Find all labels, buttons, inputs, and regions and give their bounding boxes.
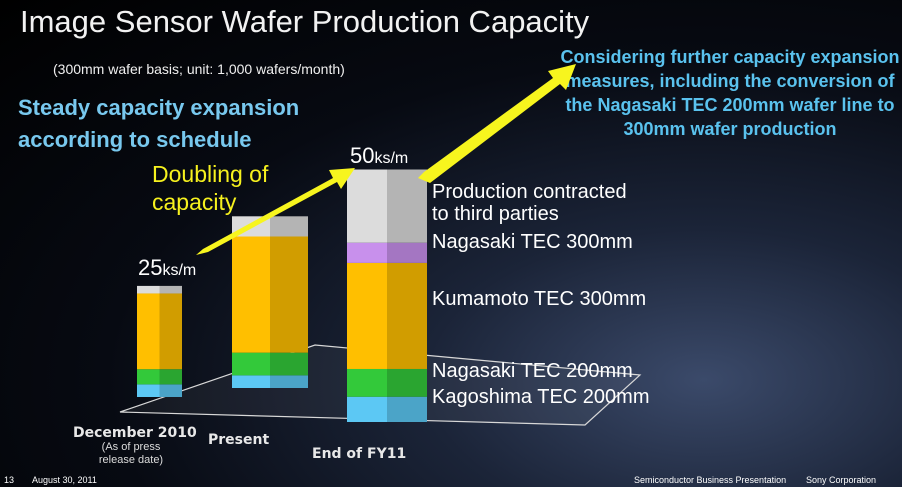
bar-segment-fy11-s0-side [387,396,427,422]
bar-segment-fy11-s3-side [387,242,427,263]
further-expansion-callout: Considering further capacity expansion m… [560,47,900,139]
legend-kagoshima-200mm: Kagoshima TEC 200mm [432,386,650,408]
page-title: Image Sensor Wafer Production Capacity [20,4,590,39]
bar-segment-present-s1-side [270,352,308,376]
bar-segment-fy11-s2-side [387,262,427,369]
doubling-callout: Doubling of capacity [152,161,269,215]
legend-contracted: Production contracted to third parties [432,181,627,225]
category-label-dec2010: December 2010 [73,425,197,441]
footer-presentation: Semiconductor Business Presentation [634,475,787,485]
bar-segment-fy11-s4-front [347,169,387,243]
bar-segment-present-s1-front [232,352,270,376]
bar-total-label-dec2010: 25ks/m [138,255,197,280]
slide-footer: 13 August 30, 2011 Semiconductor Busines… [0,472,902,487]
bar-segment-fy11-s2-front [347,262,387,369]
bar-segment-dec2010-s4-front [137,285,160,294]
bar-segment-dec2010-s2-front [137,293,160,370]
category-label-fy11: End of FY11 [312,446,407,462]
bar-segment-fy11-s4-side [387,169,427,243]
trend-arrow-lower [196,168,355,255]
bar-segment-dec2010-s4-side [159,285,182,294]
legend-nagasaki-300mm: Nagasaki TEC 300mm [432,231,633,253]
legend-nagasaki-200mm: Nagasaki TEC 200mm [432,360,633,382]
legend-kumamoto-300mm: Kumamoto TEC 300mm [432,288,647,310]
bar-total-label-fy11: 50ks/m [350,143,409,168]
bar-segment-present-s0-front [232,375,270,388]
bar-segment-dec2010-s2-side [159,293,182,370]
bar-segment-dec2010-s1-front [137,369,160,385]
bar-segment-dec2010-s0-front [137,384,160,397]
category-label-present: Present [208,432,270,448]
bar-segment-present-s2-side [270,236,308,353]
footer-company: Sony Corporation [806,475,877,485]
bar-segment-fy11-s3-front [347,242,387,263]
page-number: 13 [4,475,15,485]
chart-subtitle: (300mm wafer basis; unit: 1,000 wafers/m… [53,61,345,77]
category-note-dec2010: (As of press release date) [98,441,164,466]
bar-segment-fy11-s1-side [387,368,427,397]
trend-arrow-upper [418,64,576,183]
bar-segment-fy11-s1-front [347,368,387,397]
bar-segment-fy11-s0-front [347,396,387,422]
bar-segment-dec2010-s0-side [159,384,182,397]
steady-expansion-callout: Steady capacity expansion according to s… [18,95,300,152]
bar-segment-dec2010-s1-side [159,369,182,385]
footer-date: August 30, 2011 [32,475,97,485]
bar-segment-present-s2-front [232,236,270,353]
bar-segment-present-s0-side [270,375,308,388]
bar-segment-present-s4-side [270,216,308,237]
